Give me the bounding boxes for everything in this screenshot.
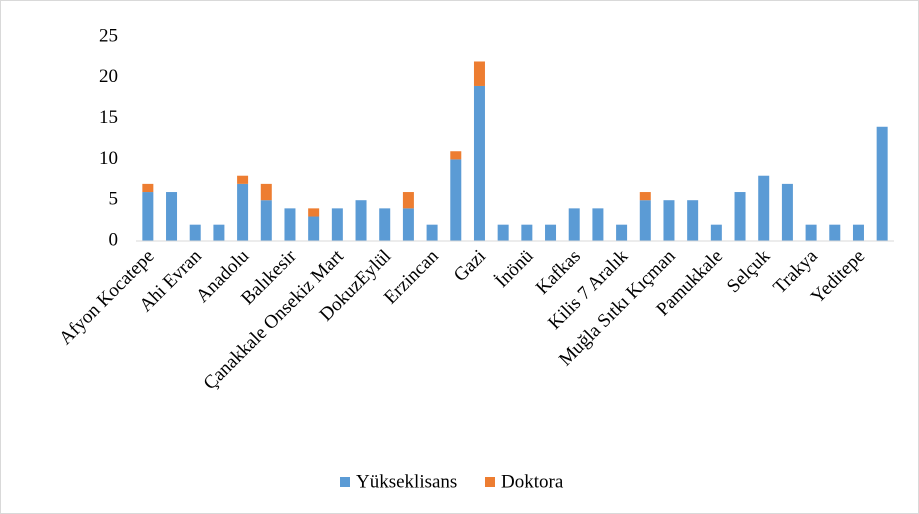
bar [189, 224, 201, 241]
bar [331, 208, 343, 241]
y-tick-label: 15 [99, 107, 118, 128]
bar [876, 126, 888, 241]
legend-swatch [485, 477, 495, 487]
bar [616, 224, 628, 241]
bar [592, 208, 604, 241]
bar [473, 85, 485, 242]
bar [237, 175, 249, 184]
bar [710, 224, 722, 241]
bar [142, 183, 154, 193]
bar [734, 192, 746, 241]
bar [284, 208, 296, 241]
bar [166, 192, 178, 241]
y-tick-label: 25 [99, 25, 118, 46]
bar [260, 200, 272, 241]
bar [402, 208, 414, 241]
bar [852, 224, 864, 241]
bar [473, 61, 485, 86]
legend-label: Yükseklisans [356, 471, 457, 492]
bar [142, 192, 154, 241]
bar [308, 216, 320, 241]
bar [213, 224, 225, 241]
bar [639, 200, 651, 241]
legend-swatch [340, 477, 350, 487]
bar [781, 183, 793, 241]
bar [260, 183, 272, 201]
bar [521, 224, 533, 241]
bar [639, 192, 651, 201]
bar [758, 175, 770, 241]
y-tick-label: 5 [109, 189, 119, 210]
bar [568, 208, 580, 241]
bar [308, 208, 320, 217]
y-tick-label: 20 [99, 66, 118, 87]
bar [355, 200, 367, 241]
y-tick-label: 0 [109, 229, 119, 250]
bar [545, 224, 557, 241]
bar [687, 200, 699, 241]
bar [829, 224, 841, 241]
bar [450, 151, 462, 160]
bar [402, 192, 414, 209]
legend-label: Doktora [501, 471, 564, 492]
bar [379, 208, 391, 241]
bar [237, 183, 249, 241]
y-tick-label: 10 [99, 148, 118, 169]
bar [497, 224, 509, 241]
bar [426, 224, 438, 241]
bar [663, 200, 675, 241]
bar [450, 159, 462, 241]
bar [805, 224, 817, 241]
